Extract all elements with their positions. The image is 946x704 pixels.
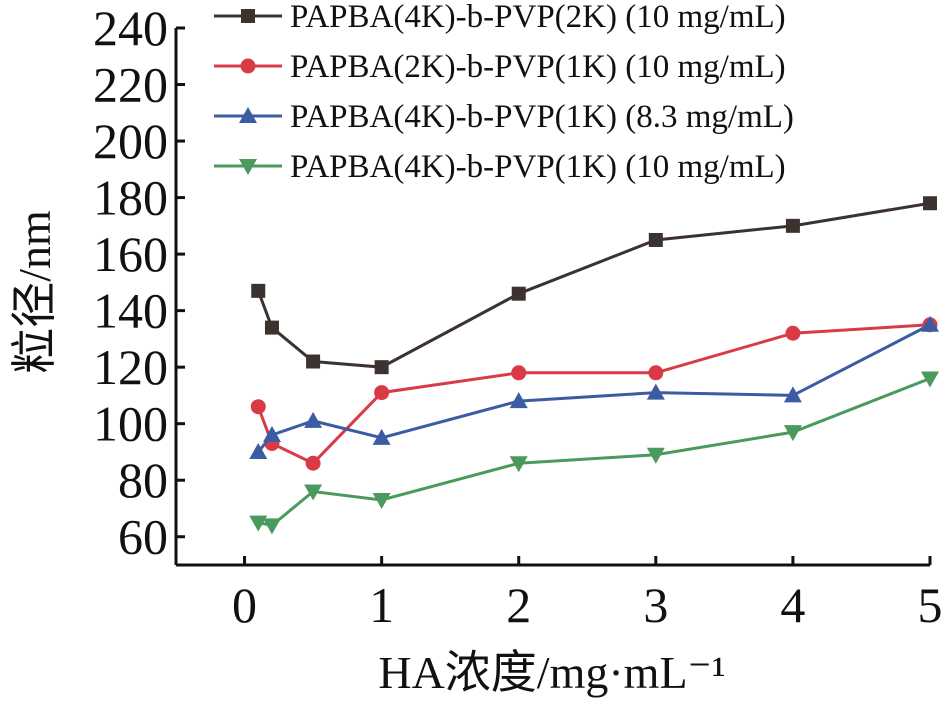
data-point: [921, 315, 939, 332]
data-point: [264, 320, 279, 335]
data-point: [783, 425, 802, 442]
x-tick-label: 3: [643, 577, 668, 633]
data-point: [374, 385, 390, 401]
data-point: [648, 232, 663, 247]
data-point: [648, 365, 664, 381]
y-tick-label: 100: [93, 396, 168, 452]
data-point: [923, 196, 937, 211]
data-point: [251, 283, 266, 298]
data-point: [646, 447, 665, 464]
x-tick-label: 5: [918, 577, 943, 633]
legend-item-1: PAPBA(4K)-b-PVP(2K) (10 mg/mL): [214, 0, 786, 35]
legend: PAPBA(4K)-b-PVP(2K) (10 mg/mL) PAPBA(2K)-…: [214, 0, 794, 185]
data-point: [306, 354, 321, 369]
series-4-line: [257, 377, 931, 528]
data-point: [374, 360, 389, 375]
series-1-line: [256, 201, 931, 369]
y-tick-label: 240: [93, 0, 168, 56]
legend-item-2: PAPBA(2K)-b-PVP(1K) (10 mg/mL): [214, 49, 786, 85]
legend-marker: [241, 9, 255, 23]
y-axis-label: 粒径/nm: [9, 210, 60, 374]
series-4: [249, 371, 939, 535]
x-axis-label: HA浓度/mg·mL⁻¹: [378, 647, 725, 698]
legend-label: PAPBA(4K)-b-PVP(2K) (10 mg/mL): [290, 0, 786, 35]
series-layer: [249, 196, 939, 535]
data-point: [785, 218, 800, 233]
data-point: [250, 399, 266, 415]
data-point: [646, 383, 665, 400]
series-1: [251, 196, 937, 375]
legend-item-4: PAPBA(4K)-b-PVP(1K) (10 mg/mL): [214, 149, 786, 185]
data-point: [511, 365, 527, 381]
legend-label: PAPBA(4K)-b-PVP(1K) (8.3 mg/mL): [290, 99, 794, 135]
y-tick-label: 80: [118, 452, 168, 508]
series-2: [250, 317, 938, 471]
data-point: [249, 442, 268, 459]
data-point: [921, 371, 939, 388]
legend-label: PAPBA(4K)-b-PVP(1K) (10 mg/mL): [290, 149, 786, 185]
y-tick-label: 140: [93, 283, 168, 339]
data-point: [372, 428, 391, 445]
legend-marker: [240, 58, 256, 74]
legend-marker: [239, 159, 257, 175]
data-point: [262, 518, 281, 535]
x-tick-label: 2: [506, 577, 531, 633]
data-point: [305, 455, 321, 471]
data-point: [509, 456, 528, 473]
x-tick-label: 0: [232, 577, 257, 633]
data-point: [304, 411, 323, 428]
x-tick-label: 4: [780, 577, 805, 633]
data-point: [785, 325, 801, 341]
data-point: [304, 484, 323, 501]
y-tick-label: 160: [93, 226, 168, 282]
series-2-line: [256, 323, 931, 466]
x-tick-label: 1: [369, 577, 394, 633]
data-point: [262, 425, 281, 442]
data-point: [509, 392, 528, 409]
data-point: [783, 386, 802, 403]
y-tick-label: 180: [93, 170, 168, 226]
legend-item-3: PAPBA(4K)-b-PVP(1K) (8.3 mg/mL): [214, 99, 794, 135]
y-tick-label: 220: [93, 57, 168, 113]
data-point: [511, 286, 526, 301]
y-tick-label: 120: [93, 339, 168, 395]
series-3: [249, 315, 939, 459]
data-point: [372, 492, 391, 509]
y-tick-label: 60: [118, 509, 168, 565]
legend-label: PAPBA(2K)-b-PVP(1K) (10 mg/mL): [290, 49, 786, 85]
legend-marker: [239, 107, 257, 123]
y-tick-label: 200: [93, 113, 168, 169]
series-3-line: [257, 323, 931, 453]
data-point: [249, 515, 268, 532]
